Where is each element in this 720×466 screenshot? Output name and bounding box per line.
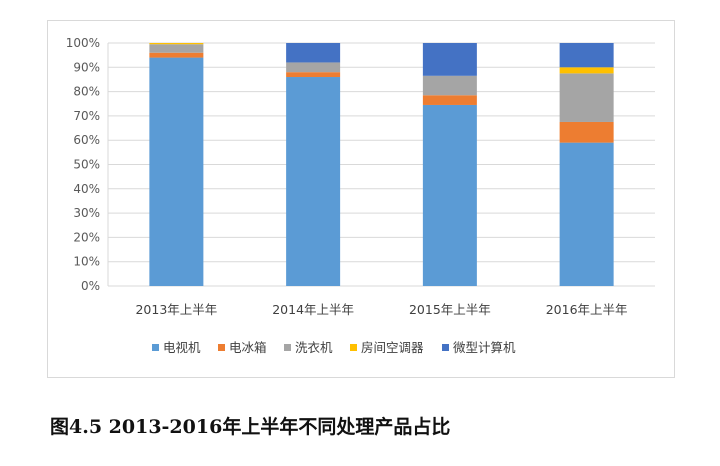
bar-segment [559,121,614,143]
bar-segment [149,44,204,53]
x-tick-label: 2013年上半年 [135,302,217,317]
bar-segment [149,57,204,286]
bar-segment [422,104,477,286]
bar-segment [559,142,614,286]
legend-label: 房间空调器 [361,340,424,355]
y-tick-label: 30% [73,206,100,220]
bar-segment [422,75,477,96]
bar-segment [422,43,477,76]
y-tick-label: 70% [73,109,100,123]
x-tick-label: 2016年上半年 [546,302,628,317]
y-tick-label: 60% [73,133,100,147]
bar-segment [286,62,341,73]
legend-label: 微型计算机 [453,340,516,355]
bar-segment [149,43,204,45]
y-tick-label: 80% [73,85,100,99]
y-tick-label: 40% [73,182,100,196]
y-tick-label: 20% [73,230,100,244]
bar-segment [559,67,614,74]
y-tick-label: 50% [73,158,100,172]
bar-segment [422,95,477,105]
legend-swatch [284,344,291,351]
stacked-bar-chart: 0% 10% 20% 30% 40% 50% 60% 70% 80% 90% 100% 2013年上半… [66,36,655,355]
bar-segment [559,43,614,68]
y-tick-label: 0% [81,279,100,293]
bar-segment [149,52,204,58]
legend-label: 电冰箱 [229,340,267,355]
legend-label: 电视机 [163,340,201,355]
bar-segment [286,72,341,78]
x-tick-label: 2014年上半年 [272,302,354,317]
legend-swatch [442,344,449,351]
bar-segment [559,73,614,122]
chart-frame [47,20,675,378]
figure-caption: 图4.5 2013-2016年上半年不同处理产品占比 [50,416,451,438]
legend-swatch [218,344,225,351]
bar-segment [286,43,341,63]
y-tick-label: 90% [73,60,100,74]
legend-swatch [152,344,159,351]
bar-segment [286,77,341,287]
y-tick-label: 10% [73,255,100,269]
y-tick-label: 100% [66,36,100,50]
legend-swatch [350,344,357,351]
x-tick-label: 2015年上半年 [409,302,491,317]
legend-label: 洗衣机 [295,340,333,355]
